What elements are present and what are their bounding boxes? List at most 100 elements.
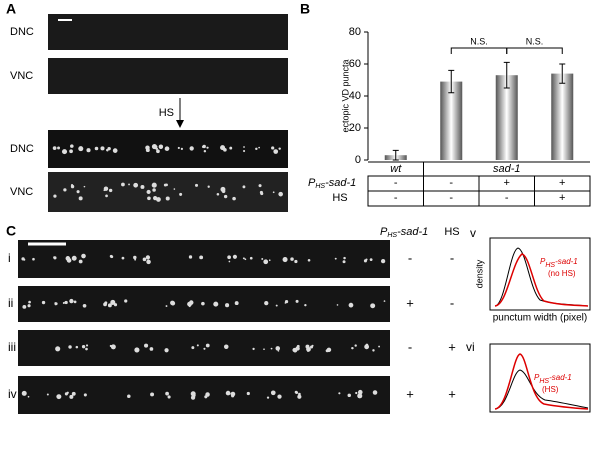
punctum	[347, 393, 351, 398]
punctum	[69, 298, 74, 304]
punctum	[133, 255, 137, 260]
punctum	[354, 344, 357, 347]
legend-note: (no HS)	[548, 269, 576, 278]
punctum	[81, 253, 86, 259]
punctum	[273, 149, 279, 154]
punctum	[189, 300, 194, 305]
punctum	[225, 390, 231, 396]
punctum	[378, 345, 380, 348]
punctum	[144, 343, 149, 348]
punctum	[78, 146, 84, 152]
punctum	[110, 344, 116, 350]
table-cell: +	[448, 386, 456, 401]
annotation: N.S.	[526, 36, 544, 46]
punctum	[56, 394, 62, 400]
micrograph	[48, 58, 288, 94]
punctum	[71, 391, 76, 396]
punctum	[261, 257, 264, 260]
label-main: P	[534, 373, 540, 382]
density-curve	[494, 253, 589, 307]
punctum	[205, 343, 210, 348]
punctum	[255, 147, 258, 151]
punctum	[110, 299, 116, 305]
punctum	[203, 347, 206, 350]
punctum	[23, 258, 26, 261]
punctum	[27, 395, 30, 398]
row-label: iii	[8, 340, 16, 354]
table-cell: -	[450, 295, 454, 310]
punctum	[234, 301, 239, 306]
punctum	[190, 391, 196, 397]
punctum	[106, 149, 109, 152]
punctum	[365, 258, 368, 261]
punctum	[151, 143, 158, 150]
arrow-head	[176, 120, 184, 128]
punctum	[223, 344, 229, 350]
punctum	[260, 192, 264, 196]
punctum	[277, 350, 280, 352]
column-header: PHS-sad-1	[380, 226, 428, 239]
error-bar	[448, 69, 455, 94]
punctum	[342, 260, 346, 264]
punctum	[63, 188, 67, 192]
punctum	[85, 344, 89, 347]
row-label: PHS-sad-1	[308, 177, 356, 190]
punctum	[94, 146, 99, 151]
panel-label: C	[6, 223, 16, 239]
bracket	[450, 47, 508, 54]
micrographs	[18, 14, 390, 414]
punctum	[336, 304, 339, 306]
punctum	[61, 149, 68, 155]
punctum	[258, 146, 260, 149]
punctum	[156, 197, 161, 202]
row-label: HS	[332, 192, 347, 204]
column-header: HS	[444, 226, 459, 238]
punctum	[297, 394, 302, 399]
panel-label: vi	[466, 340, 475, 354]
table-cell: -	[394, 177, 398, 189]
punctum	[279, 193, 282, 196]
punctum	[294, 259, 298, 264]
punctum	[146, 189, 151, 195]
punctum	[270, 390, 276, 396]
punctum	[78, 259, 83, 264]
table-cell: -	[408, 250, 412, 265]
punctum	[70, 144, 74, 148]
punctum	[220, 145, 226, 151]
punctum	[110, 255, 114, 259]
punctum	[206, 146, 209, 149]
table-cell: -	[449, 192, 453, 204]
punctum	[203, 150, 207, 153]
punctum	[307, 258, 311, 262]
punctum	[70, 184, 75, 189]
punctum	[355, 391, 358, 395]
punctum	[246, 391, 250, 396]
punctum	[365, 343, 369, 347]
micrograph	[48, 14, 288, 50]
punctum	[383, 300, 386, 302]
punctum	[277, 394, 282, 399]
punctum	[201, 145, 205, 149]
punctum	[22, 304, 27, 309]
label-main: P	[380, 226, 388, 238]
punctum	[216, 192, 220, 196]
punctum	[55, 346, 61, 352]
punctum	[221, 189, 226, 194]
label-rest: -sad-1	[549, 373, 572, 382]
micrograph	[48, 172, 288, 212]
legend-note: (HS)	[542, 385, 559, 394]
label-main: P	[540, 257, 546, 266]
punctum	[107, 146, 111, 151]
label-rest: -sad-1	[325, 177, 356, 189]
punctum	[357, 393, 363, 399]
punctum	[266, 396, 270, 399]
row-label: VNC	[10, 186, 33, 198]
label-sub: HS	[545, 262, 555, 269]
punctum	[147, 196, 151, 201]
density-curve	[494, 353, 589, 410]
punctum	[173, 188, 176, 190]
punctum	[343, 256, 346, 260]
punctum	[21, 390, 27, 396]
punctum	[207, 185, 210, 188]
label-rest: -sad-1	[555, 257, 578, 266]
